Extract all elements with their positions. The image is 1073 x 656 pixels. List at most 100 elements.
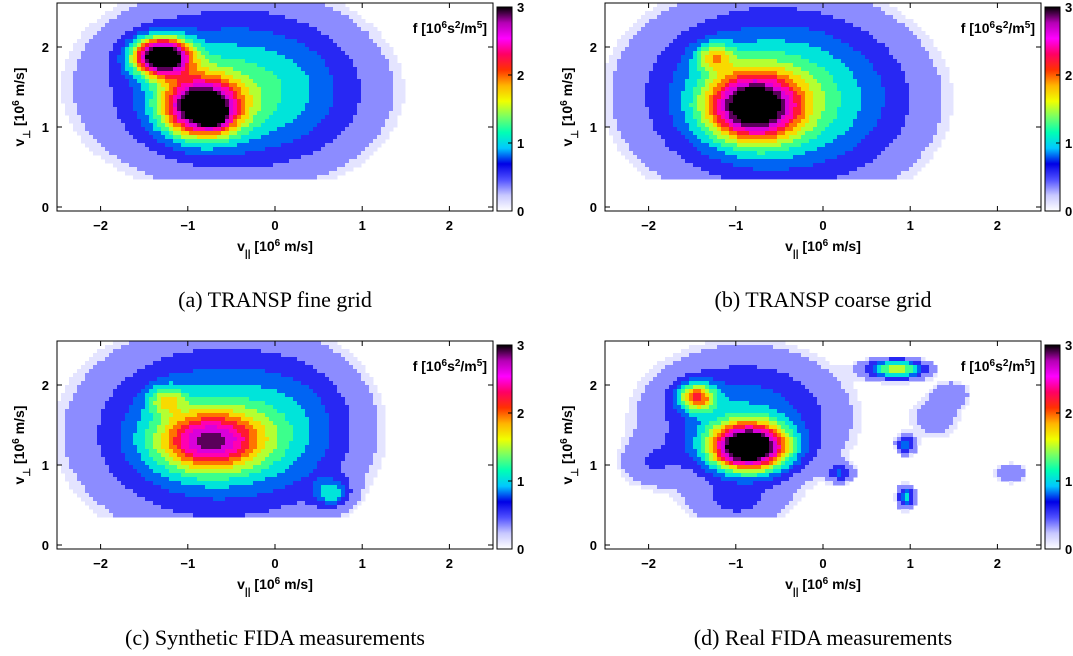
contour-cell [673,75,678,80]
contour-cell [61,79,66,84]
contour-cell [737,127,742,132]
contour-cell [213,31,218,36]
contour-cell [685,75,690,80]
contour-cell [185,131,190,136]
contour-cell [237,15,242,20]
contour-cell [293,119,298,124]
contour-cell [709,127,714,132]
contour-cell [625,115,630,120]
contour-cell [697,151,702,156]
contour-cell [217,11,222,16]
contour-cell [665,71,670,76]
contour-cell [385,87,390,92]
contour-cell [237,163,242,168]
contour-cell [169,31,174,36]
contour-cell [177,107,182,112]
contour-cell [609,127,614,132]
contour-cell [193,15,198,20]
contour-cell [321,75,326,80]
contour-cell [201,91,206,96]
contour-cell [629,67,634,72]
contour-cell [745,35,750,40]
contour-cell [625,63,630,68]
contour-cell [85,91,90,96]
contour-cell [741,171,746,176]
contour-cell [241,107,246,112]
contour-cell [245,131,250,136]
contour-cell [165,163,170,168]
contour-cell [609,107,614,112]
contour-cell [197,103,202,108]
contour-cell [361,23,366,28]
contour-cell [329,15,334,20]
contour-cell [277,3,282,8]
contour-cell [213,131,218,136]
contour-cell [705,59,710,64]
contour-cell [133,83,138,88]
contour-cell [217,163,222,168]
contour-cell [309,139,314,144]
contour-cell [129,147,134,152]
contour-cell [189,75,194,80]
contour-cell [281,167,286,172]
contour-cell [629,83,634,88]
contour-cell [717,95,722,100]
contour-cell [317,63,322,68]
contour-cell [121,119,126,124]
contour-cell [253,167,258,172]
contour-cell [329,7,334,12]
contour-cell [765,55,770,60]
contour-cell [329,75,334,80]
contour-cell [329,123,334,128]
contour-cell [377,79,382,84]
contour-cell [665,171,670,176]
contour-cell [697,47,702,52]
contour-cell [613,75,618,80]
contour-cell [657,155,662,160]
contour-cell [153,131,158,136]
contour-cell [253,135,258,140]
contour-cell [373,63,378,68]
contour-cell [333,47,338,52]
contour-cell [261,83,266,88]
contour-cell [349,131,354,136]
contour-cell [717,163,722,168]
contour-cell [345,39,350,44]
contour-cell [689,103,694,108]
contour-cell [169,115,174,120]
contour-cell [89,119,94,124]
contour-cell [161,131,166,136]
contour-cell [293,175,298,180]
contour-cell [145,7,150,12]
contour-cell [81,135,86,140]
contour-cell [729,139,734,144]
contour-cell [185,35,190,40]
contour-cell [173,63,178,68]
contour-cell [621,135,626,140]
contour-cell [721,143,726,148]
contour-cell [125,75,130,80]
contour-cell [645,39,650,44]
contour-cell [137,131,142,136]
contour-cell [761,167,766,172]
contour-cell [729,111,734,116]
contour-cell [153,79,158,84]
contour-cell [177,163,182,168]
contour-cell [101,83,106,88]
contour-cell [369,55,374,60]
contour-cell [681,135,686,140]
contour-cell [669,23,674,28]
contour-cell [105,103,110,108]
contour-cell [269,99,274,104]
contour-cell [125,115,130,120]
contour-cell [145,47,150,52]
contour-cell [273,67,278,72]
contour-cell [633,87,638,92]
contour-cell [745,139,750,144]
contour-cell [637,155,642,160]
contour-cell [649,43,654,48]
contour-cell [125,163,130,168]
contour-cell [373,135,378,140]
contour-cell [269,155,274,160]
contour-cell [313,99,318,104]
